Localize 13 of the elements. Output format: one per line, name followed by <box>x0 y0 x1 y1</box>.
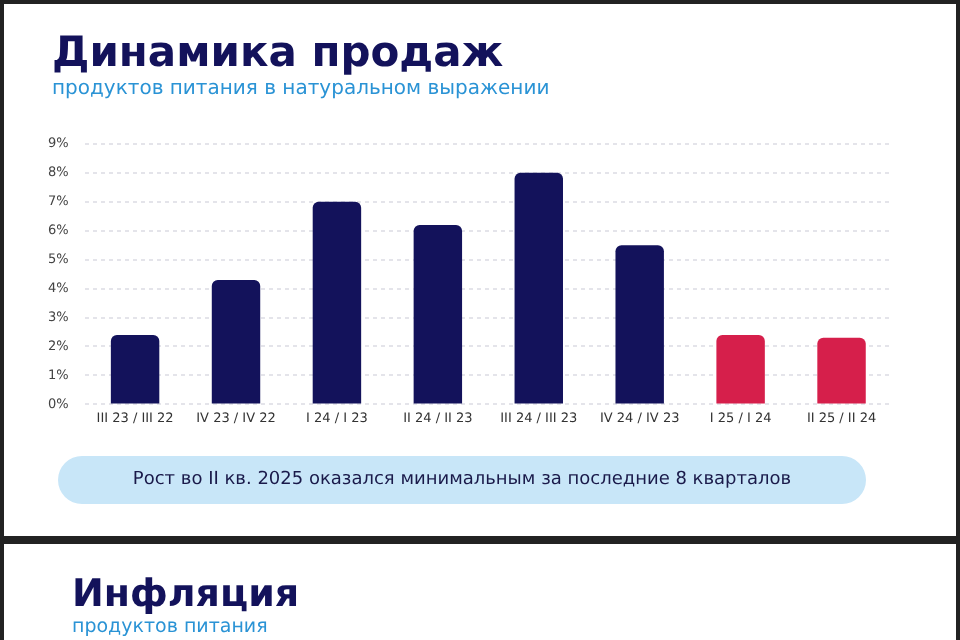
text: продуктов питания <box>72 616 268 638</box>
bar <box>514 172 563 404</box>
bar <box>413 224 463 404</box>
bar <box>817 337 866 404</box>
bar <box>716 334 765 404</box>
bar <box>312 201 362 404</box>
bar <box>211 279 261 404</box>
bar <box>615 245 664 404</box>
text: Инфляция <box>72 572 300 616</box>
chart-subtitle: продуктов питания в натуральном выражении <box>52 78 550 100</box>
text: Рост во II кв. 2025 оказался минимальным за последние 8 кварталов <box>58 456 866 504</box>
chart-title: Динамика продаж <box>52 28 504 76</box>
bar <box>110 334 160 404</box>
